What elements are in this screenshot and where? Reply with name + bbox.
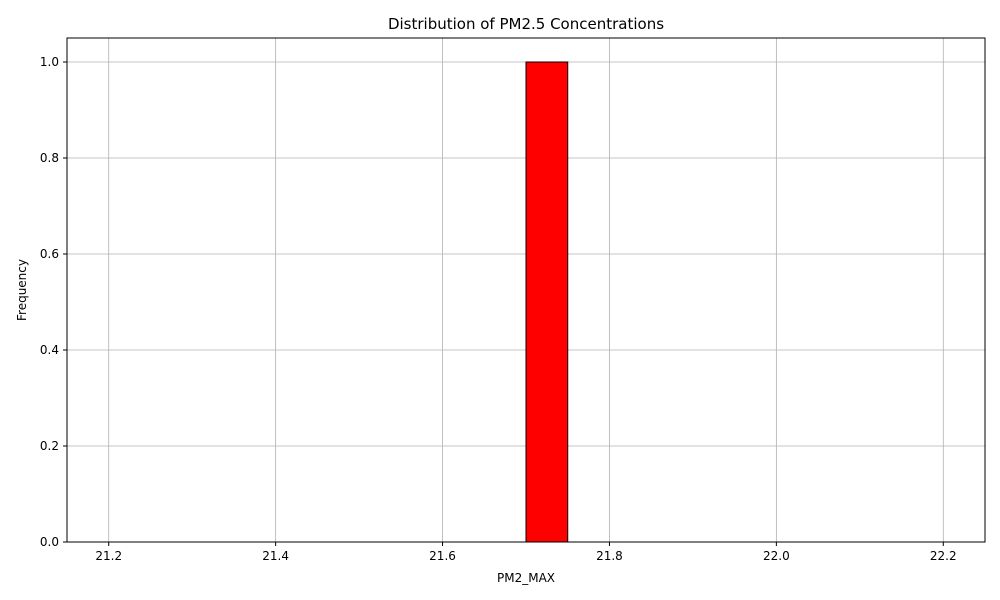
y-tick-label: 0.4	[40, 343, 59, 357]
x-tick-label: 22.2	[930, 549, 957, 563]
y-tick-label: 0.6	[40, 247, 59, 261]
plot-frame	[66, 37, 986, 543]
y-tick-label: 0.8	[40, 151, 59, 165]
x-axis-ticks: 21.2 21.4 21.6 21.8 22.0 22.2	[95, 542, 957, 563]
x-tick-label: 21.4	[262, 549, 289, 563]
bars-layer	[525, 61, 569, 543]
histogram-bar	[525, 61, 569, 543]
y-axis-ticks: 0.0 0.2 0.4 0.6 0.8 1.0	[40, 55, 67, 549]
x-tick-label: 21.6	[429, 549, 456, 563]
x-axis-label: PM2_MAX	[497, 571, 555, 585]
x-tick-label: 21.2	[95, 549, 122, 563]
chart-title: Distribution of PM2.5 Concentrations	[388, 15, 664, 33]
y-tick-label: 1.0	[40, 55, 59, 69]
x-tick-label: 22.0	[763, 549, 790, 563]
y-axis-label: Frequency	[15, 259, 29, 321]
y-tick-label: 0.2	[40, 439, 59, 453]
y-tick-label: 0.0	[40, 535, 59, 549]
x-tick-label: 21.8	[596, 549, 623, 563]
